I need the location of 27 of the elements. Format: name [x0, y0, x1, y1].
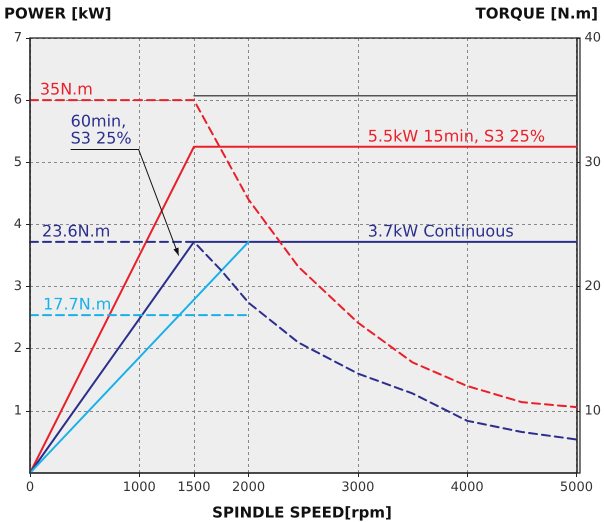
x-tick-label: 0	[26, 480, 34, 495]
y2-tick-label: 40	[584, 30, 602, 46]
x-tick-label: 1000	[122, 480, 156, 495]
y2-tick-label: 20	[584, 279, 602, 294]
series-label: 35N.m	[40, 80, 93, 99]
series-label: 17.7N.m	[43, 294, 112, 314]
x-tick-label: 2000	[232, 480, 266, 495]
series-label: 3.7kW Continuous	[368, 221, 514, 240]
y2-tick-label: 10	[584, 403, 602, 418]
x-tick-label: 3000	[341, 480, 374, 495]
y-tick-label: 3	[14, 279, 22, 294]
y-tick-label: 7	[14, 30, 22, 46]
x-tick-label: 4000	[450, 480, 484, 495]
x-tick-label: 5000	[560, 480, 594, 495]
y-tick-label: 5	[14, 154, 22, 170]
series-label: 5.5kW 15min, S3 25%	[368, 126, 546, 146]
y2-axis-title: TORQUE [N.m]	[475, 4, 598, 22]
y-tick-label: 4	[14, 216, 22, 232]
x-tick-label: 1500	[177, 480, 210, 495]
annotation: 60min, S3 25%	[70, 112, 132, 148]
x-axis-title: SPINDLE SPEED[rpm]	[212, 504, 392, 522]
series-label: 23.6N.m	[42, 221, 110, 240]
y2-tick-label: 30	[584, 154, 602, 170]
y-tick-label: 2	[14, 341, 22, 356]
y-axis-title: POWER [kW]	[4, 4, 112, 22]
y-tick-label: 6	[14, 92, 22, 108]
y-tick-label: 1	[14, 403, 22, 418]
